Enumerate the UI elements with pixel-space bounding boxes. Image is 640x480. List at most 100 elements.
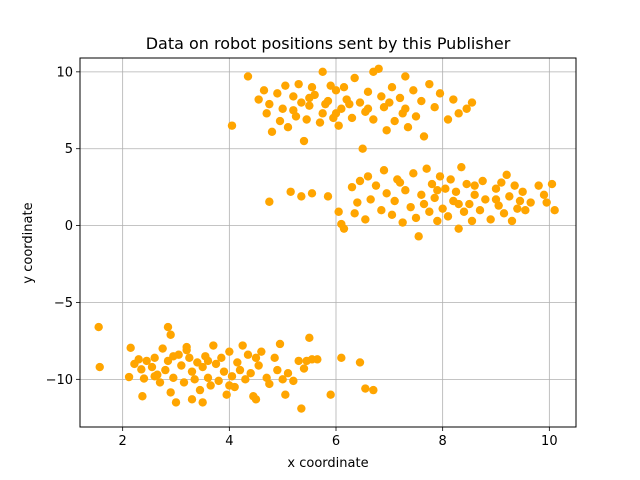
data-point (187, 395, 197, 404)
data-point (387, 83, 397, 92)
data-point (254, 95, 263, 104)
data-point (225, 347, 234, 356)
data-point (259, 86, 269, 95)
y-tick-label: −10 (46, 373, 73, 388)
data-point (425, 79, 434, 89)
data-point (238, 341, 247, 350)
data-point (361, 384, 370, 393)
data-point (355, 176, 365, 186)
data-point (326, 390, 335, 399)
data-point (382, 189, 391, 198)
data-point (150, 372, 159, 381)
data-point (534, 181, 543, 190)
data-point (478, 176, 487, 186)
data-point (467, 216, 477, 226)
data-point (126, 343, 135, 353)
data-point (422, 164, 431, 173)
data-point (369, 115, 378, 124)
data-point (254, 361, 263, 370)
data-point (433, 186, 442, 195)
data-point (305, 101, 314, 110)
data-point (321, 99, 330, 109)
data-point (169, 373, 178, 382)
data-point (419, 132, 429, 141)
data-point (539, 190, 549, 200)
data-point (334, 121, 343, 130)
data-point (425, 207, 434, 216)
data-point (281, 390, 290, 399)
data-point (462, 104, 471, 113)
data-point (169, 352, 178, 361)
data-point (198, 362, 207, 372)
data-point (147, 362, 157, 372)
data-point (166, 330, 175, 339)
data-point (273, 365, 282, 375)
data-point (211, 359, 221, 369)
data-point (347, 113, 357, 123)
data-point (289, 376, 298, 386)
y-tick-label: 0 (65, 219, 73, 234)
data-point (454, 199, 463, 209)
plot-area-frame (79, 57, 577, 428)
data-point (297, 192, 306, 201)
data-point (486, 215, 495, 224)
data-point (401, 186, 410, 195)
data-point (363, 104, 373, 113)
y-tick-label: −5 (54, 296, 73, 311)
data-point (246, 368, 255, 378)
data-point (94, 322, 103, 332)
y-axis-label: y coordinate (21, 202, 36, 283)
data-point (219, 367, 229, 376)
data-point (161, 365, 170, 375)
x-axis-label: x coordinate (287, 456, 368, 471)
data-point (265, 99, 274, 109)
data-point (435, 89, 445, 98)
data-point (403, 122, 413, 132)
data-point (475, 206, 485, 215)
data-point (470, 190, 479, 200)
data-point (457, 162, 466, 172)
data-point (187, 367, 197, 376)
data-point (265, 379, 274, 389)
data-point (465, 199, 474, 209)
data-point (550, 206, 559, 215)
data-point (273, 89, 282, 98)
x-tick-label: 8 (439, 434, 447, 449)
data-point (505, 192, 514, 201)
data-point (435, 172, 445, 181)
data-point (137, 365, 146, 374)
data-point (470, 181, 479, 190)
data-point (339, 83, 349, 92)
data-point (294, 356, 303, 366)
data-point (171, 398, 181, 407)
data-point (227, 372, 237, 381)
data-point (278, 104, 287, 113)
x-tick-label: 2 (119, 434, 127, 449)
data-point (138, 392, 147, 401)
data-point (214, 376, 223, 386)
data-point (241, 375, 250, 384)
data-point (467, 98, 477, 107)
data-point (521, 206, 530, 215)
data-point (345, 99, 354, 109)
data-point (377, 206, 386, 215)
data-point (281, 81, 290, 90)
data-point (299, 364, 309, 373)
data-point (454, 224, 463, 233)
data-point (270, 353, 279, 363)
data-point (305, 333, 314, 343)
data-point (387, 210, 397, 220)
data-point (481, 195, 490, 204)
data-point (267, 127, 277, 136)
data-point (331, 86, 341, 95)
x-tick-label: 10 (541, 434, 558, 449)
data-point (166, 388, 175, 397)
data-point (190, 375, 199, 384)
data-point (395, 178, 405, 187)
data-point (459, 207, 469, 216)
data-point (462, 179, 471, 189)
data-point (297, 98, 306, 107)
y-tick-label: 10 (56, 65, 73, 80)
data-point (515, 196, 525, 206)
